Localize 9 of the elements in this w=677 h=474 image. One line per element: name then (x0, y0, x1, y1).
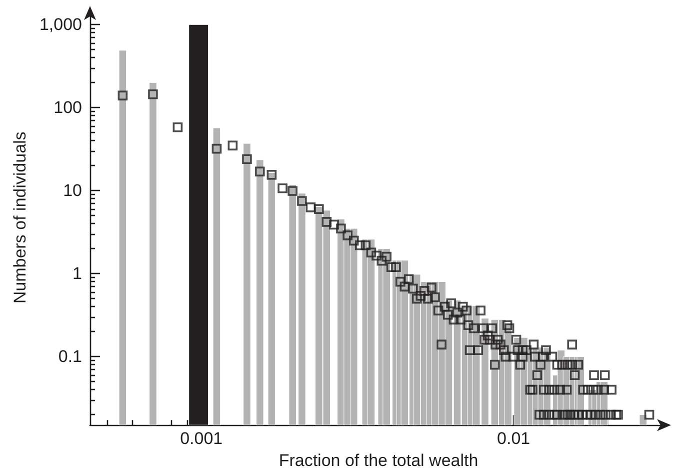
x-tick-label: 0.001 (180, 429, 223, 448)
y-tick-label: 1,000 (39, 15, 82, 34)
y-tick-label: 1 (72, 264, 82, 284)
y-axis-title: Numbers of individuals (10, 132, 30, 304)
y-tick-label: 0.1 (58, 347, 82, 366)
x-tick-label: 0.01 (497, 429, 530, 448)
y-tick-label: 10 (63, 181, 82, 200)
y-tick-label: 100 (54, 98, 82, 118)
x-axis-title: Fraction of the total wealth (278, 451, 478, 470)
